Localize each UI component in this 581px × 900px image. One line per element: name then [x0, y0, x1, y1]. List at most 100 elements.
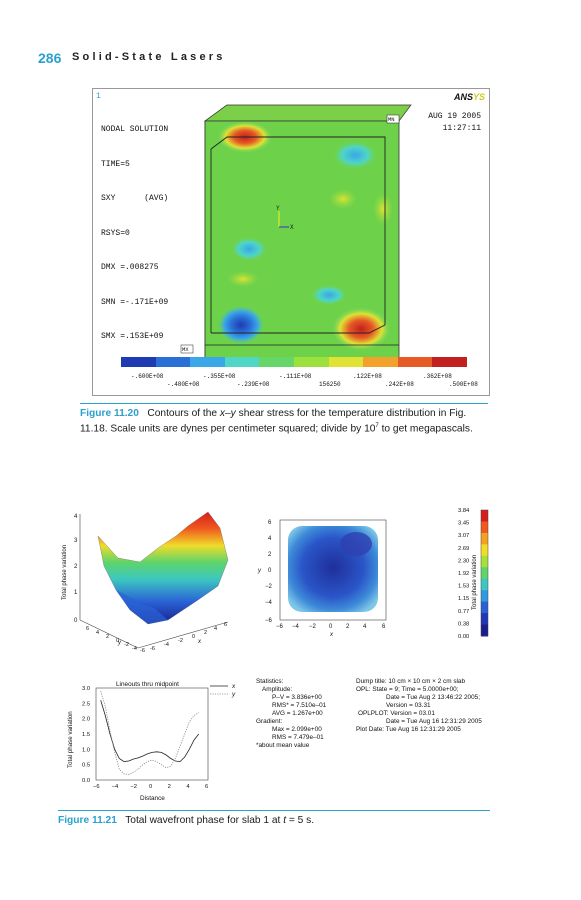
colorbar-tick-label: -.239E+08 [237, 381, 270, 388]
lineout-x-tick: −4 [112, 784, 119, 790]
colorbar-tick-label: -.111E+08 [279, 373, 312, 380]
phase-colorbar-swatch [481, 521, 488, 534]
min-marker: MN [388, 116, 395, 123]
colorbar-top-labels: -.600E+08 -.355E+08 -.111E+08 .122E+08 .… [131, 373, 467, 381]
phase-colorbar-swatch [481, 544, 488, 557]
lineout-series-y [100, 690, 199, 775]
solution-info: NODAL SOLUTION TIME=5 SXY (AVG) RSYS=0 D… [101, 101, 168, 366]
phase-colorbar: Total phase variation 3.84 3.45 3.07 2.69 2.… [458, 508, 489, 640]
stats-gradient: Gradient: [256, 718, 283, 725]
phase-colorbar-tick: 1.53 [458, 584, 469, 590]
colorbar-tick-label: 156250 [319, 381, 341, 388]
plot-date: AUG 19 2005 [428, 112, 481, 121]
phase-colorbar-tick: 2.30 [458, 558, 469, 564]
colorbar-swatch [328, 357, 364, 367]
contour-plot: 6 4 2 0 −2 −4 −6 y −6 −4 −2 0 2 4 6 x [257, 519, 387, 638]
dump-title: Dump title: 10 cm × 10 cm × 2 cm slab [356, 678, 466, 685]
front-tick: 0 [116, 638, 119, 644]
lineout-y-tick: 2.5 [82, 701, 90, 707]
lineout-chart: Lineouts thru midpoint 0.0 0.5 1.0 1.5 2.0 2.… [67, 681, 236, 802]
phase-colorbar-swatch [481, 613, 488, 626]
inner-frame-top [210, 136, 386, 325]
ansys-logo: ANSYS [453, 92, 485, 102]
contour-cold-blob [217, 305, 265, 345]
contour-x-tick: 6 [382, 624, 386, 630]
phase-colorbar-tick: 0.77 [458, 609, 469, 615]
stats-title: Statistics: [256, 678, 284, 685]
side-tick: -2 [178, 638, 183, 644]
front-tick: -2 [124, 642, 129, 648]
statistics-block: Statistics: Amplitude: P–V = 3.836e+00 R… [256, 678, 366, 750]
contour-y-tick: 6 [268, 520, 272, 526]
caption-text: Contours of the [147, 408, 220, 419]
colorbar-swatch [293, 357, 329, 367]
phase-colorbar-swatch [481, 510, 488, 522]
phase-colorbar-tick: 0.00 [458, 634, 469, 640]
side-tick: 0 [192, 634, 195, 640]
caption-text: Total wavefront phase for slab 1 at [125, 815, 284, 826]
side-tick: 2 [204, 630, 207, 636]
phase-colorbar-tick: 0.38 [458, 621, 469, 627]
colorbar-swatch [155, 357, 191, 367]
timestamp: AUG 19 2005 11:27:11 [428, 111, 481, 134]
lineout-x-tick: 4 [186, 784, 190, 790]
contour-y-tick: −4 [265, 600, 273, 606]
contour-yellow-blob [329, 189, 357, 209]
contour-x-tick: −2 [309, 624, 317, 630]
plot-time: 11:27:11 [442, 123, 481, 133]
contour-y-tick: −6 [265, 618, 273, 624]
contour-x-tick: −6 [276, 624, 284, 630]
side-tick: -4 [164, 642, 169, 648]
figure-label: Figure 11.20 [80, 408, 139, 419]
contour-y-tick: 2 [268, 552, 272, 558]
phase-colorbar-label: Total phase variation [472, 555, 478, 610]
colorbar-swatch [224, 357, 260, 367]
dump-date2: Date = Tue Aug 16 12:31:29 2005 [386, 718, 482, 725]
phase-colorbar-swatch [481, 532, 488, 545]
colorbar-swatch [190, 357, 225, 367]
inner-frame-bottom [211, 324, 386, 334]
stats-avg: AVG = 1.267e+00 [272, 710, 323, 717]
lineout-y-tick: 3.0 [82, 686, 90, 692]
contour-x-tick: 2 [346, 624, 350, 630]
slab-top-face [203, 104, 412, 122]
side-tick: 4 [214, 626, 217, 632]
front-tick: 4 [96, 630, 99, 636]
lineout-x-tick: −6 [93, 784, 100, 790]
dump-opl: OPL: State = 9; Time = 5.0000e+00; [356, 686, 459, 693]
colorbar-swatch [363, 357, 398, 367]
contour-ylabel: y [257, 568, 262, 574]
phase-colorbar-tick: 3.45 [458, 521, 469, 527]
phase-colorbar-swatch [481, 590, 488, 603]
lineout-y-tick: 0.5 [82, 763, 90, 769]
contour-yellow-blob [373, 193, 393, 225]
z-tick: 2 [74, 564, 78, 570]
plot-index: 1 [96, 92, 101, 101]
phase-colorbar-swatch [481, 567, 488, 580]
solution-line: RSYS=0 [101, 228, 130, 238]
side-tick: -6 [150, 646, 155, 652]
triad-x-label: X [290, 224, 294, 231]
colorbar-swatch [121, 357, 156, 367]
stats-grms: RMS = 7.479e–01 [272, 734, 324, 741]
stats-max: Max = 2.099e+00 [272, 726, 322, 733]
phase-surface [97, 511, 229, 625]
lineout-x-tick: 6 [205, 784, 208, 790]
figure-11-20-ansys-plot: 1 ANSYS NODAL SOLUTION TIME=5 SXY (AVG) … [92, 88, 490, 396]
caption-italic: t [283, 815, 287, 826]
surface-x-letter: x [197, 639, 202, 645]
front-tick: -6 [140, 648, 145, 654]
legend-x: x [231, 683, 236, 690]
contour-cyan-blob [333, 141, 377, 169]
contour-y-tick: 4 [268, 536, 272, 542]
figure-label: Figure 11.21 [58, 815, 117, 826]
z-tick: 0 [74, 618, 78, 624]
colorbar-tick-label: .500E+08 [449, 381, 478, 388]
phase-colorbar-tick: 1.15 [458, 596, 469, 602]
surface-y-letter: y [117, 640, 122, 646]
front-tick: -4 [132, 646, 137, 652]
lineout-series-x [100, 700, 200, 763]
contour-x-tick: −4 [292, 624, 300, 630]
phase-colorbar-swatch [481, 555, 488, 568]
caption-text: shear stress for the temperature distrib… [80, 408, 467, 435]
